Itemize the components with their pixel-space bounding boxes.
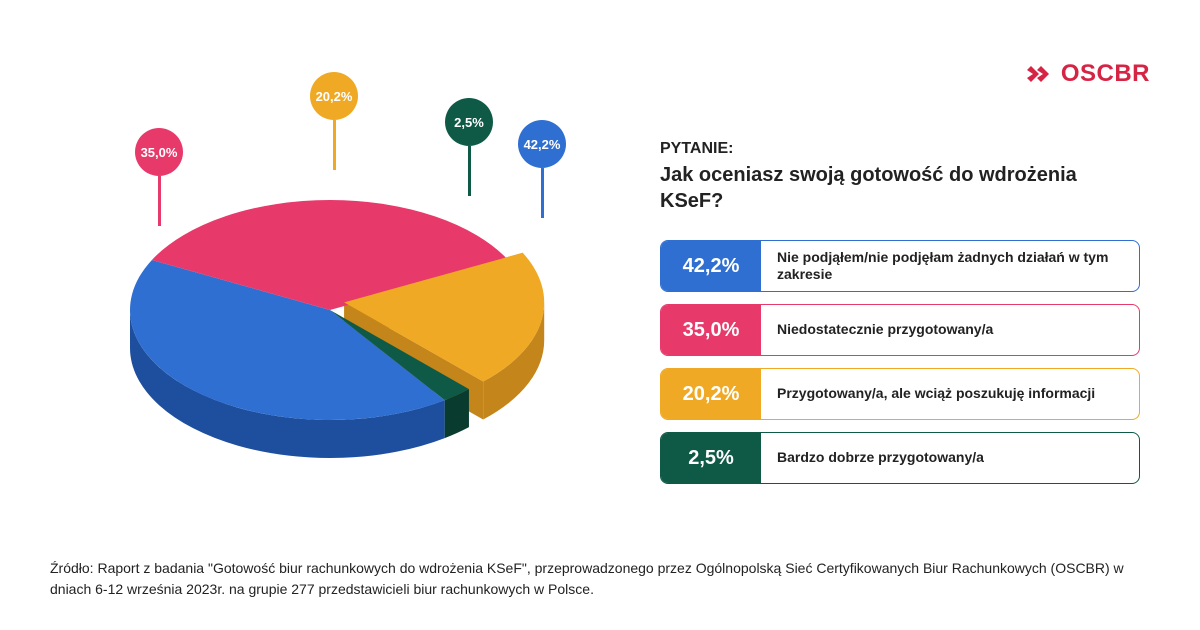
source-text: Źródło: Raport z badania "Gotowość biur … bbox=[50, 558, 1150, 600]
callout-value: 35,0% bbox=[135, 128, 183, 176]
callout-value: 2,5% bbox=[445, 98, 493, 146]
legend-label: Nie podjąłem/nie podjęłam żadnych działa… bbox=[761, 241, 1139, 291]
legend-item: 2,5%Bardzo dobrze przygotowany/a bbox=[660, 432, 1140, 484]
question-block: PYTANIE: Jak oceniasz swoją gotowość do … bbox=[660, 140, 1140, 214]
callout-pin: 2,5% bbox=[445, 98, 493, 196]
legend-label: Niedostatecznie przygotowany/a bbox=[761, 305, 1009, 355]
pie-chart: 42,2% 2,5% 20,2% 35,0% bbox=[50, 60, 610, 500]
callout-pin: 20,2% bbox=[310, 72, 358, 170]
callout-value: 42,2% bbox=[518, 120, 566, 168]
legend-label: Bardzo dobrze przygotowany/a bbox=[761, 433, 1000, 483]
legend-pct: 35,0% bbox=[661, 305, 761, 355]
legend-item: 20,2%Przygotowany/a, ale wciąż poszukuję… bbox=[660, 368, 1140, 420]
legend-pct: 20,2% bbox=[661, 369, 761, 419]
logo-text: OSCBR bbox=[1061, 60, 1150, 88]
legend-item: 42,2%Nie podjąłem/nie podjęłam żadnych d… bbox=[660, 240, 1140, 292]
callout-pin: 35,0% bbox=[135, 128, 183, 226]
question-text: Jak oceniasz swoją gotowość do wdrożenia… bbox=[660, 162, 1140, 214]
callout-value: 20,2% bbox=[310, 72, 358, 120]
legend-pct: 2,5% bbox=[661, 433, 761, 483]
legend-pct: 42,2% bbox=[661, 241, 761, 291]
logo-icon bbox=[1025, 62, 1055, 86]
brand-logo: OSCBR bbox=[1025, 60, 1150, 88]
legend: 42,2%Nie podjąłem/nie podjęłam żadnych d… bbox=[660, 240, 1140, 484]
question-label: PYTANIE: bbox=[660, 140, 1140, 158]
callout-pin: 42,2% bbox=[518, 120, 566, 218]
legend-item: 35,0%Niedostatecznie przygotowany/a bbox=[660, 304, 1140, 356]
legend-label: Przygotowany/a, ale wciąż poszukuję info… bbox=[761, 369, 1111, 419]
